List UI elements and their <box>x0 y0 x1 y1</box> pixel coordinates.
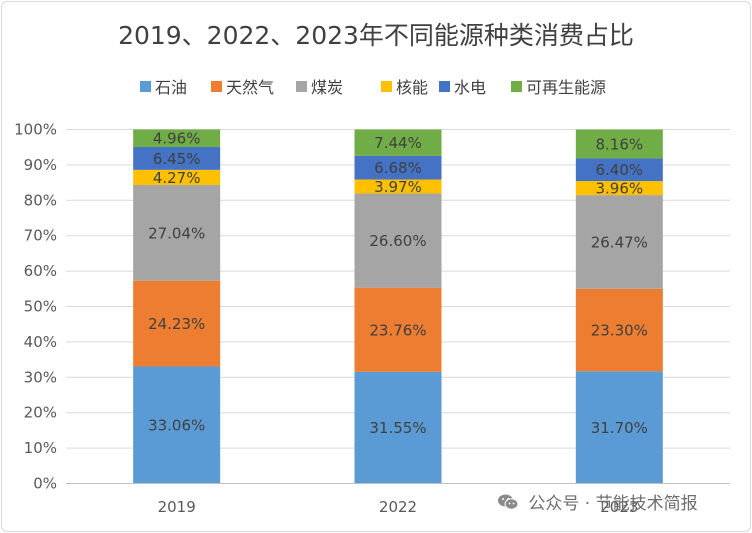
data-label: 31.55% <box>369 419 426 437</box>
y-tick-label: 0% <box>33 475 57 493</box>
legend-item: 石油 <box>140 76 187 100</box>
data-label: 7.44% <box>374 134 422 152</box>
bar-segment <box>133 169 221 185</box>
data-label: 8.16% <box>596 135 644 153</box>
bar-segment <box>133 184 221 281</box>
bar-segment <box>354 179 442 194</box>
legend-swatch <box>211 81 222 92</box>
bar-segment <box>133 147 221 170</box>
legend-swatch <box>439 81 450 92</box>
legend-label: 煤炭 <box>311 78 344 97</box>
bar-segment <box>133 129 221 148</box>
wechat-icon <box>497 493 519 511</box>
bar-segment <box>354 371 442 484</box>
watermark-text: 公众号 · 节能技术简报 <box>528 494 698 514</box>
y-tick-label: 90% <box>24 156 57 174</box>
data-label: 26.47% <box>591 233 648 251</box>
y-tick-label: 20% <box>24 404 57 422</box>
legend-item: 水电 <box>439 76 486 100</box>
x-tick-label: 2022 <box>379 498 417 516</box>
legend-label: 可再生能源 <box>526 78 607 97</box>
bar-segment <box>354 287 442 372</box>
data-label: 33.06% <box>148 416 205 434</box>
data-label: 23.30% <box>591 322 648 340</box>
data-label: 3.96% <box>596 180 644 198</box>
data-label: 24.23% <box>148 315 205 333</box>
legend-item: 煤炭 <box>296 76 343 100</box>
chart-title: 2019、2022、2023年不同能源种类消费占比 <box>118 21 634 50</box>
bar-segment <box>133 366 221 484</box>
bar-segment <box>575 195 663 289</box>
data-label: 3.97% <box>374 178 422 196</box>
legend-label: 天然气 <box>226 78 275 97</box>
y-tick-label: 80% <box>24 191 57 209</box>
data-label: 26.60% <box>369 232 426 250</box>
watermark: 公众号 · 节能技术简报 <box>497 489 698 514</box>
data-label: 23.76% <box>369 321 426 339</box>
x-tick-label: 2019 <box>158 498 196 516</box>
bar-segment <box>354 155 442 180</box>
legend-swatch <box>511 81 522 92</box>
bar-segment <box>575 371 663 484</box>
bar-segment <box>575 129 663 159</box>
bar-segment <box>575 158 663 182</box>
legend-label: 水电 <box>454 78 487 97</box>
chart-legend: 石油 天然气 煤炭 核能 水电 可再生能源 <box>0 76 752 100</box>
data-label: 6.45% <box>153 150 201 168</box>
y-tick-label: 50% <box>24 298 57 316</box>
bar-segment <box>354 129 442 156</box>
data-label: 31.70% <box>591 419 648 437</box>
data-label: 27.04% <box>148 224 205 242</box>
data-label: 4.96% <box>153 130 201 148</box>
legend-item: 核能 <box>381 76 428 100</box>
legend-swatch <box>140 81 151 92</box>
y-tick-label: 10% <box>24 439 57 457</box>
legend-item: 可再生能源 <box>511 76 606 100</box>
bar-segment <box>354 193 442 288</box>
y-tick-label: 70% <box>24 227 57 245</box>
bar-segment <box>133 280 221 367</box>
data-label: 6.68% <box>374 159 422 177</box>
y-tick-label: 100% <box>14 121 57 139</box>
legend-label: 核能 <box>396 78 429 97</box>
data-label: 4.27% <box>153 169 201 187</box>
data-label: 6.40% <box>596 161 644 179</box>
y-tick-label: 30% <box>24 368 57 386</box>
bar-segment <box>575 288 663 372</box>
legend-swatch <box>381 81 392 92</box>
y-tick-label: 60% <box>24 262 57 280</box>
legend-item: 天然气 <box>211 76 274 100</box>
y-tick-label: 40% <box>24 333 57 351</box>
legend-label: 石油 <box>155 78 188 97</box>
bar-segment <box>575 181 663 196</box>
legend-swatch <box>296 81 307 92</box>
x-tick-label: 2023 <box>600 498 638 516</box>
